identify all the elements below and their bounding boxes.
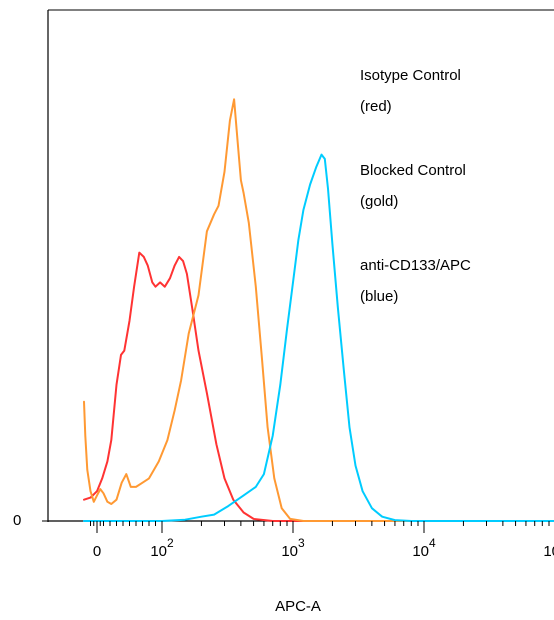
x-tick-label-4: 105 xyxy=(543,536,554,560)
x-tick-label-base: 10 xyxy=(412,543,429,560)
series-layer xyxy=(83,98,554,522)
series-line-1 xyxy=(83,98,554,522)
x-tick-label-1: 102 xyxy=(150,536,174,560)
axes-frame xyxy=(47,9,554,522)
annotation-line2-1: (gold) xyxy=(360,193,398,210)
x-tick-label-0: 0 xyxy=(93,543,101,560)
x-tick-label-base: 10 xyxy=(543,543,554,560)
y-tick-label-0: 0 xyxy=(13,512,21,529)
label-layer: 01021031041050APC-A xyxy=(13,512,554,615)
x-tick-label-2: 103 xyxy=(281,536,305,560)
annotation-line1-1: Blocked Control xyxy=(360,162,466,179)
x-tick-label-exponent: 3 xyxy=(298,536,305,550)
series-line-0 xyxy=(83,251,554,522)
x-tick-label-base: 10 xyxy=(150,543,167,560)
x-tick-label-3: 104 xyxy=(412,536,436,560)
series-line-2 xyxy=(83,153,554,522)
annotation-line1-0: Isotype Control xyxy=(360,67,461,84)
x-axis-label: APC-A xyxy=(275,598,321,615)
x-tick-label-base: 10 xyxy=(281,543,298,560)
x-tick-label-base: 0 xyxy=(93,543,101,560)
annotation-line2-0: (red) xyxy=(360,98,392,115)
annotation-layer: Isotype Control (red) Blocked Control (gold… xyxy=(360,67,471,305)
x-tick-label-exponent: 4 xyxy=(429,536,436,550)
tick-layer xyxy=(42,520,550,533)
x-tick-label-exponent: 2 xyxy=(167,536,174,550)
annotation-line2-2: (blue) xyxy=(360,288,398,305)
annotation-line1-2: anti-CD133/APC xyxy=(360,257,471,274)
